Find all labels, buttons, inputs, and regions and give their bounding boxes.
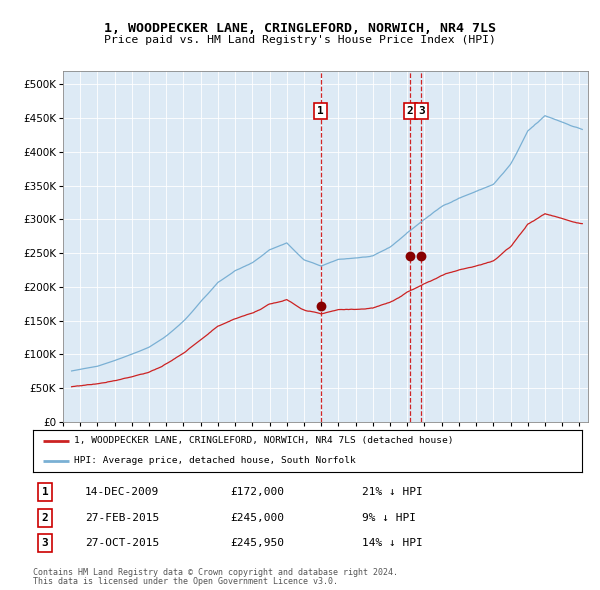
Text: 1, WOODPECKER LANE, CRINGLEFORD, NORWICH, NR4 7LS (detached house): 1, WOODPECKER LANE, CRINGLEFORD, NORWICH…	[74, 437, 454, 445]
Text: 27-OCT-2015: 27-OCT-2015	[85, 538, 160, 548]
Point	[405, 252, 415, 261]
Text: £172,000: £172,000	[230, 487, 284, 497]
Text: 1: 1	[42, 487, 49, 497]
Text: 1: 1	[317, 106, 324, 116]
Text: Contains HM Land Registry data © Crown copyright and database right 2024.: Contains HM Land Registry data © Crown c…	[33, 568, 398, 576]
Text: Price paid vs. HM Land Registry's House Price Index (HPI): Price paid vs. HM Land Registry's House …	[104, 35, 496, 45]
Text: 27-FEB-2015: 27-FEB-2015	[85, 513, 160, 523]
Text: 9% ↓ HPI: 9% ↓ HPI	[362, 513, 416, 523]
Text: This data is licensed under the Open Government Licence v3.0.: This data is licensed under the Open Gov…	[33, 577, 338, 586]
Text: £245,000: £245,000	[230, 513, 284, 523]
Text: 3: 3	[418, 106, 425, 116]
Text: 2: 2	[42, 513, 49, 523]
Point	[316, 301, 325, 310]
Point	[416, 251, 426, 261]
Text: 1, WOODPECKER LANE, CRINGLEFORD, NORWICH, NR4 7LS: 1, WOODPECKER LANE, CRINGLEFORD, NORWICH…	[104, 22, 496, 35]
Text: HPI: Average price, detached house, South Norfolk: HPI: Average price, detached house, Sout…	[74, 456, 356, 465]
Text: 14% ↓ HPI: 14% ↓ HPI	[362, 538, 423, 548]
Text: 21% ↓ HPI: 21% ↓ HPI	[362, 487, 423, 497]
Text: 3: 3	[42, 538, 49, 548]
Text: 14-DEC-2009: 14-DEC-2009	[85, 487, 160, 497]
Text: £245,950: £245,950	[230, 538, 284, 548]
Text: 2: 2	[407, 106, 413, 116]
